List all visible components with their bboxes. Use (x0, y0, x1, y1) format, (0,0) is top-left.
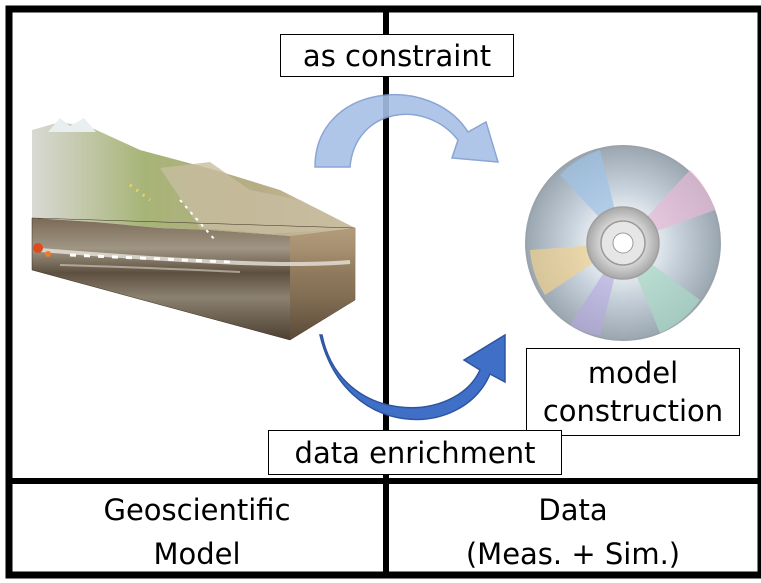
footer-left-line2: Model (153, 537, 241, 571)
geology-block-icon (31, 118, 356, 341)
footer-right-cell: Data (Meas. + Sim.) (390, 488, 756, 576)
footer-right-line1: Data (538, 493, 608, 527)
enrichment-arrow (319, 333, 506, 421)
footer-right-line2: (Meas. + Sim.) (465, 537, 681, 571)
data-enrichment-text: data enrichment (294, 435, 536, 470)
compact-disc-icon (525, 145, 721, 341)
constraint-arrow (314, 93, 500, 168)
model-construction-line1: model (587, 356, 679, 390)
footer-left-line1: Geoscientific (103, 493, 291, 527)
model-construction-label: model construction (526, 348, 740, 436)
as-constraint-text: as constraint (302, 38, 492, 73)
footer-left-cell: Geoscientific Model (12, 488, 382, 576)
as-constraint-label: as constraint (280, 34, 514, 77)
model-construction-line2: construction (542, 394, 724, 428)
data-enrichment-label: data enrichment (268, 430, 562, 475)
